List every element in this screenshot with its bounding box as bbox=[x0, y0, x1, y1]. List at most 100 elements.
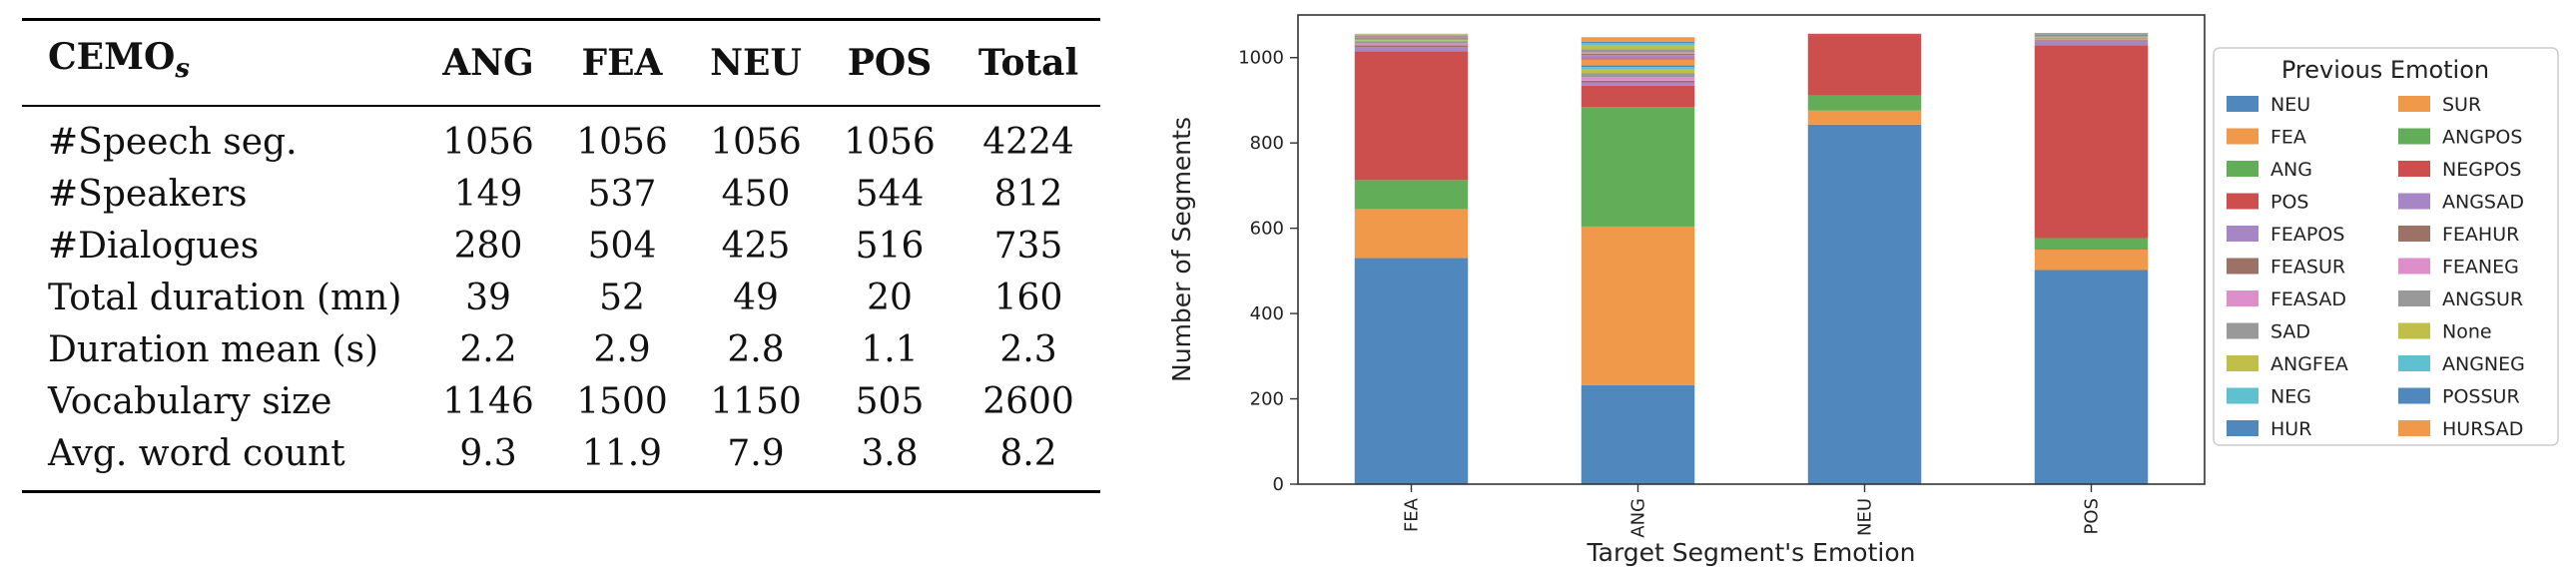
table-cell: 39 bbox=[465, 278, 511, 318]
legend-swatch bbox=[2398, 128, 2430, 145]
legend-entry-label: HURSAD bbox=[2442, 418, 2523, 440]
bar-segment-ang-pos bbox=[2034, 238, 2149, 250]
legend-entry-label: NEGPOS bbox=[2442, 159, 2521, 181]
bar-segment-neg-pos bbox=[2034, 36, 2149, 38]
column-header: FEA bbox=[581, 42, 663, 84]
bar-segment-pos-neu bbox=[1807, 35, 1922, 96]
table-cell: 1056 bbox=[844, 122, 936, 163]
legend-swatch bbox=[2227, 258, 2258, 275]
column-header: NEU bbox=[710, 42, 802, 84]
table-cell: 4224 bbox=[982, 122, 1074, 163]
bar-segment-feasur-pos bbox=[2034, 40, 2149, 42]
bar-segment-sad-ang bbox=[1581, 73, 1695, 78]
x-axis-label: Target Segment's Emotion bbox=[1587, 538, 1916, 567]
table-cell: 505 bbox=[855, 381, 925, 422]
y-axis-label: Number of Segments bbox=[1167, 117, 1196, 382]
bar-segment-angsad-pos bbox=[2034, 34, 2149, 36]
bar-segment-neu-pos bbox=[2034, 270, 2149, 484]
y-tick-label: 1000 bbox=[1238, 48, 1284, 69]
row-label: Duration mean (s) bbox=[48, 329, 379, 370]
table-cell: 49 bbox=[733, 278, 779, 318]
bar-segment-sad-pos bbox=[2034, 38, 2149, 40]
row-label: Avg. word count bbox=[48, 433, 345, 474]
row-label: #Speakers bbox=[48, 174, 248, 215]
bar-segment-angsad-fea bbox=[1354, 36, 1469, 37]
stacked-bar-chart: 0 200 400 600 800 1000 FEA ANG NEU POS Number of… bbox=[1167, 14, 2559, 567]
row-label: Total duration (mn) bbox=[48, 278, 402, 318]
bar-segment-feahur-pos bbox=[2034, 34, 2149, 35]
legend-entry-label: FEAPOS bbox=[2270, 224, 2344, 246]
table-row: #Dialogues 280 504 425 516 735 bbox=[22, 221, 1100, 273]
bar-segment-angfea-ang bbox=[1581, 69, 1695, 74]
column-header: ANG bbox=[442, 42, 534, 84]
table-cell: 537 bbox=[587, 174, 657, 215]
bar-segment-none-ang bbox=[1581, 45, 1695, 50]
table-cell: 20 bbox=[867, 278, 913, 318]
bar-segment-possur-ang bbox=[1581, 41, 1695, 44]
bar-segment-angfea-fea bbox=[1354, 40, 1469, 42]
legend-entry-label: ANGPOS bbox=[2442, 127, 2522, 149]
legend-swatch bbox=[2398, 193, 2430, 210]
legend-swatch bbox=[2398, 420, 2430, 436]
bar-segment-negpos-ang bbox=[1581, 58, 1695, 60]
legend-swatch bbox=[2398, 161, 2430, 177]
bar-segment-neu-neu bbox=[1807, 124, 1922, 485]
table-row: Vocabulary size 1146 1500 1150 505 2600 bbox=[22, 376, 1100, 428]
legend-entry-label: ANGNEG bbox=[2442, 353, 2525, 375]
bar-segment-sur-ang bbox=[1581, 59, 1695, 66]
table-cell: 2.9 bbox=[593, 329, 651, 370]
table-cell: 1056 bbox=[442, 122, 534, 163]
bar-segment-angsad-ang bbox=[1581, 55, 1695, 59]
table-cell: 3.8 bbox=[861, 433, 919, 474]
bar-segment-feasur-fea bbox=[1354, 45, 1469, 48]
table-cell: 160 bbox=[993, 278, 1063, 318]
table-cell: 1146 bbox=[442, 381, 534, 422]
table-corner-header: CEMOs bbox=[22, 20, 421, 107]
table-cell: 7.9 bbox=[727, 433, 785, 474]
table-header-row: CEMOs ANG FEA NEU POS Total bbox=[22, 19, 1100, 107]
bar-segment-none-fea bbox=[1354, 34, 1469, 36]
legend-entry-label: FEAHUR bbox=[2442, 224, 2519, 246]
bar-segment-pos-pos bbox=[2034, 45, 2149, 239]
legend-swatch bbox=[2227, 387, 2258, 404]
legend-swatch bbox=[2227, 226, 2258, 242]
bar-segment-hur-ang bbox=[1581, 65, 1695, 68]
legend-entry-label: FEA bbox=[2270, 127, 2306, 149]
table-cell: 1056 bbox=[576, 122, 668, 163]
bar-segment-neu-fea bbox=[1354, 258, 1469, 484]
table-cell: 149 bbox=[453, 174, 523, 215]
table-cell: 1500 bbox=[576, 381, 668, 422]
x-tick-label: NEU bbox=[1855, 498, 1876, 536]
bar-segment-hur-fea bbox=[1354, 38, 1469, 40]
bar-segment-hur-pos bbox=[2034, 36, 2149, 37]
bar-segment-angneg-ang bbox=[1581, 43, 1695, 46]
bar-segment-negpos-fea bbox=[1354, 36, 1469, 38]
legend-entry-label: FEASUR bbox=[2270, 257, 2345, 279]
bar-segment-feahur-fea bbox=[1354, 35, 1469, 37]
bar-segment-pos-ang bbox=[1581, 85, 1695, 108]
bar-segment-angneg-pos bbox=[2034, 33, 2149, 35]
table-cell: 516 bbox=[855, 226, 925, 267]
row-label: Vocabulary size bbox=[48, 381, 332, 422]
x-tick-label: ANG bbox=[1628, 498, 1649, 538]
bar-segment-ang-ang bbox=[1581, 107, 1695, 227]
bar-segment-fea-fea bbox=[1354, 209, 1469, 259]
table-cell: 8.2 bbox=[999, 433, 1057, 474]
legend-swatch bbox=[2398, 226, 2430, 242]
table-cell: 2.3 bbox=[999, 329, 1057, 370]
bar-segment-negpos-neu bbox=[1807, 33, 1922, 36]
legend-swatch bbox=[2227, 161, 2258, 177]
bar-segment-ang-fea bbox=[1354, 180, 1469, 210]
legend-entry-label: ANG bbox=[2270, 159, 2312, 181]
bar-segment-hursad-pos bbox=[2034, 32, 2149, 34]
bar-segment-feapos-pos bbox=[2034, 41, 2149, 46]
legend-swatch bbox=[2398, 322, 2430, 339]
bar-segment-neg-fea bbox=[1354, 39, 1469, 41]
legend: Previous Emotion NEUFEAANGPOSFEAPOSFEASU… bbox=[2213, 47, 2559, 446]
bar-segment-angneg-fea bbox=[1354, 34, 1469, 35]
legend-box bbox=[2213, 47, 2559, 446]
bar-segment-feapos-fea bbox=[1354, 47, 1469, 52]
table-cell: 2.2 bbox=[459, 329, 517, 370]
table-cell: 544 bbox=[855, 174, 925, 215]
table-cell: 504 bbox=[587, 226, 657, 267]
